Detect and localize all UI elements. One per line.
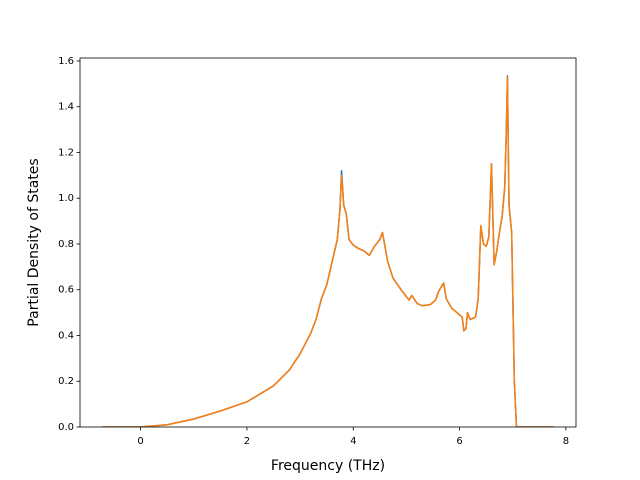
x-tick-label: 8 xyxy=(563,436,569,447)
series-line xyxy=(102,76,554,427)
x-tick-label: 2 xyxy=(244,436,250,447)
y-tick-label: 0.4 xyxy=(58,330,74,341)
y-tick-label: 1.0 xyxy=(58,193,74,204)
y-tick-label: 1.4 xyxy=(58,102,74,113)
y-axis-label: Partial Density of States xyxy=(26,158,42,326)
x-tick-label: 0 xyxy=(137,436,143,447)
y-tick-label: 0.6 xyxy=(58,285,74,296)
y-tick-label: 0.8 xyxy=(58,239,74,250)
y-tick-label: 0.0 xyxy=(58,422,74,433)
y-tick-label: 1.6 xyxy=(58,56,74,67)
x-tick-label: 6 xyxy=(456,436,462,447)
x-tick-label: 4 xyxy=(350,436,356,447)
x-axis-label: Frequency (THz) xyxy=(271,458,385,474)
plot-frame xyxy=(79,57,577,428)
y-tick-label: 1.2 xyxy=(58,147,74,158)
y-tick-label: 0.2 xyxy=(58,376,74,387)
